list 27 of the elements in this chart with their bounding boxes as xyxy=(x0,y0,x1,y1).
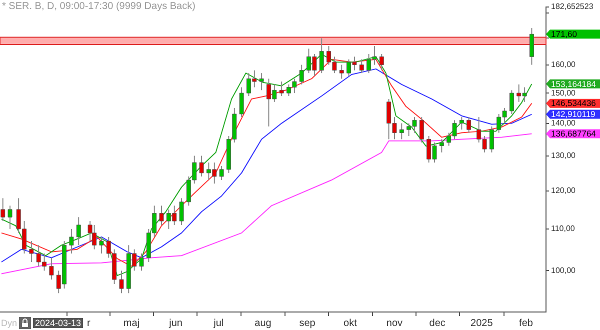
annotation: 146,534436 xyxy=(551,98,596,108)
x-tick-label: sep xyxy=(299,318,316,329)
x-tick-label: r xyxy=(86,318,91,329)
x-tick-label: 2025 xyxy=(470,318,494,329)
y-tick-label: 140,00 xyxy=(551,118,576,128)
x-tick-label: okt xyxy=(344,318,358,329)
y-tick-label: 100,00 xyxy=(551,266,576,275)
x-tick-label: jun xyxy=(168,318,182,329)
x-tick-label: maj xyxy=(123,318,140,329)
x-tick-label: nov xyxy=(386,318,403,329)
annotation: 153,164184 xyxy=(551,78,596,89)
chart-title: * SER. B, D, 09:00-17:30 (9999 Days Back) xyxy=(2,0,196,12)
y-tick-label: 160,00 xyxy=(551,60,576,70)
x-tick-label: aug xyxy=(254,318,272,329)
y-tick-label: 130,00 xyxy=(551,150,576,160)
y-tick-label: 150,00 xyxy=(551,88,576,98)
x-tick-label: dec xyxy=(429,318,446,329)
x-tick-label: jul xyxy=(212,318,224,329)
annotation: 136,687764 xyxy=(551,128,596,139)
y-tick-label: 120,00 xyxy=(551,186,576,196)
annotation: 171,60 xyxy=(551,28,578,39)
y-tick-label: 182,652523 xyxy=(551,2,594,12)
text: Dyn xyxy=(1,318,18,328)
annotation: 142,910119 xyxy=(551,109,596,120)
text: 2024-03-13 xyxy=(33,318,84,328)
x-tick-label: feb xyxy=(519,318,534,329)
y-tick-label: 110,00 xyxy=(551,224,576,234)
